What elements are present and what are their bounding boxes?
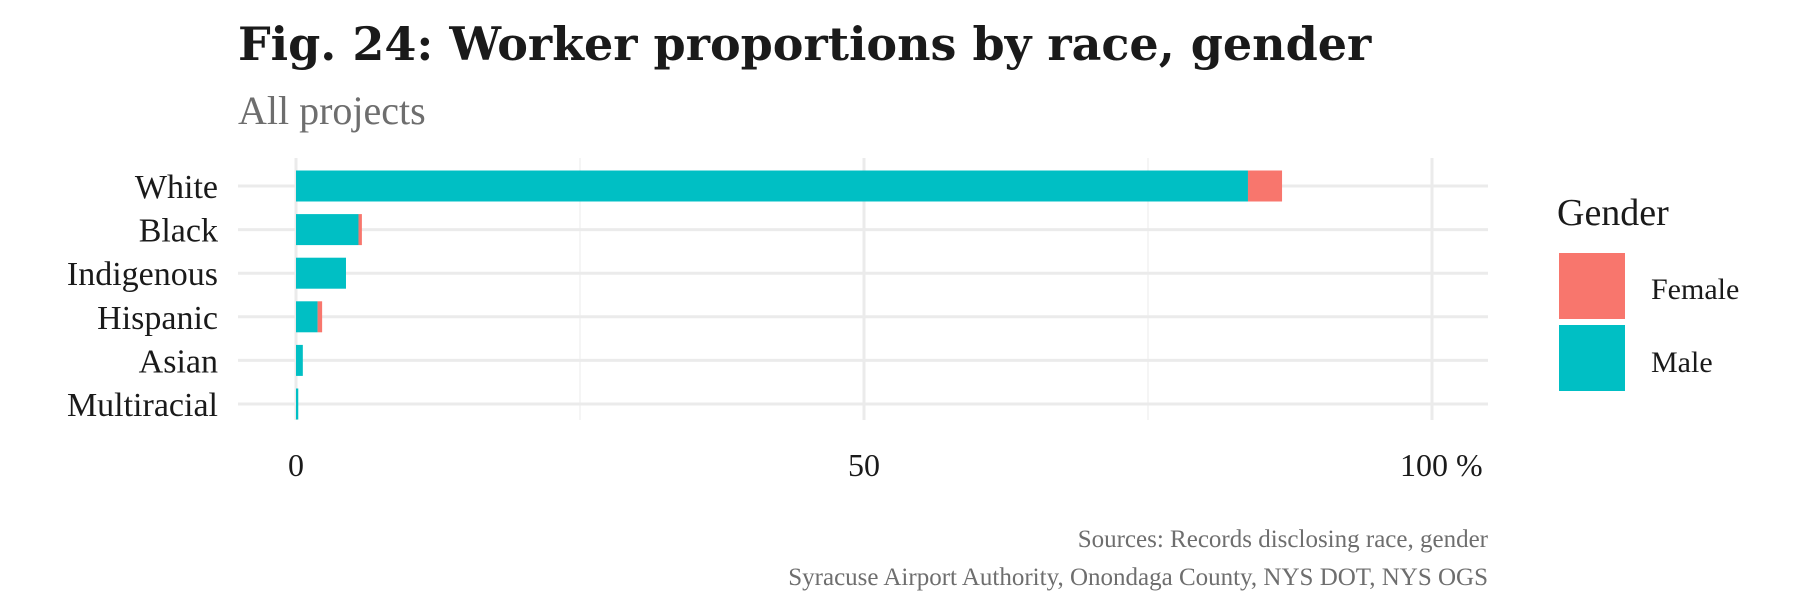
legend-swatch-male (1559, 325, 1625, 391)
x-tick-labels: 0 50 100 % (288, 447, 1483, 483)
x-tick-label-1: 50 (848, 447, 880, 483)
x-tick-label-2: 100 % (1400, 447, 1483, 483)
category-label-asian: Asian (139, 343, 218, 380)
bar-white-male (296, 170, 1248, 202)
legend-label-male: Male (1651, 346, 1713, 379)
bar-asian-male (296, 344, 303, 376)
legend-swatch-female (1559, 253, 1625, 319)
bar-multiracial-male (296, 388, 299, 420)
category-label-black: Black (139, 213, 218, 250)
category-label-white: White (135, 169, 218, 206)
category-labels: White Black Indigenous Hispanic Asian Multira… (67, 169, 218, 424)
legend: Gender Female Male (1557, 192, 1739, 391)
bars (296, 170, 1283, 420)
bar-hispanic-female (317, 301, 323, 333)
chart-title: Fig. 24: Worker proportions by race, gen… (238, 17, 1372, 71)
chart-subtitle: All projects (238, 88, 426, 133)
category-label-hispanic: Hispanic (97, 300, 218, 337)
x-tick-label-0: 0 (288, 447, 304, 483)
legend-label-female: Female (1651, 273, 1739, 306)
bar-hispanic-male (296, 301, 318, 333)
category-label-multiracial: Multiracial (67, 387, 218, 424)
bar-black-female (358, 214, 362, 246)
legend-title: Gender (1557, 192, 1669, 234)
bar-indigenous-male (296, 257, 346, 289)
bar-white-female (1247, 170, 1283, 202)
caption-line-1: Sources: Records disclosing race, gender (1078, 526, 1489, 553)
caption-line-2: Syracuse Airport Authority, Onondaga Cou… (788, 564, 1488, 591)
bar-black-male (296, 214, 359, 246)
category-label-indigenous: Indigenous (67, 256, 218, 293)
